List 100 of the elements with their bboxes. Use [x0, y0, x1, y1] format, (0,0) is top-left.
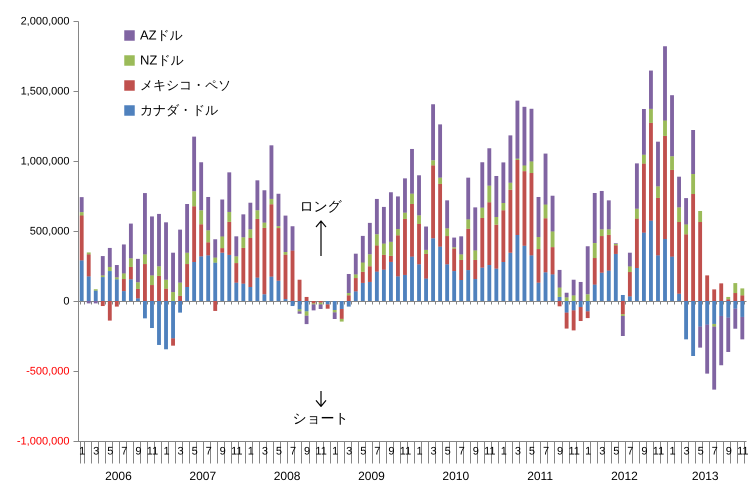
x-tick-label: 7 — [627, 446, 634, 458]
bar — [206, 196, 210, 230]
bar — [227, 222, 232, 255]
y-tick-label: 2,000,000 — [20, 16, 70, 28]
text: 2009 — [358, 469, 386, 483]
bar — [424, 226, 428, 250]
bar — [417, 215, 421, 224]
bar — [136, 282, 140, 289]
bar — [136, 288, 140, 298]
bar — [178, 296, 182, 301]
bar — [452, 271, 456, 301]
bar — [445, 200, 450, 228]
bar — [396, 196, 400, 230]
bar — [600, 236, 604, 273]
bar — [649, 220, 653, 301]
bar — [374, 246, 379, 272]
bar — [360, 272, 365, 283]
bar — [171, 338, 175, 346]
bar — [290, 250, 294, 301]
bar — [649, 122, 653, 221]
bar — [459, 280, 464, 301]
bar — [374, 198, 379, 234]
bar — [572, 295, 576, 301]
bar — [684, 301, 688, 340]
bar — [501, 203, 506, 210]
bar — [284, 216, 288, 252]
bar — [178, 301, 182, 313]
bar — [354, 254, 358, 274]
x-tick-label: 9 — [135, 446, 142, 458]
bar — [128, 224, 133, 258]
x-tick-label: 5 — [192, 446, 198, 458]
bar — [508, 190, 512, 253]
bar — [642, 154, 646, 164]
bar — [185, 252, 190, 264]
bar — [80, 215, 84, 260]
bar — [403, 178, 407, 213]
bar — [628, 266, 632, 272]
bar — [642, 109, 646, 155]
bar — [530, 161, 534, 174]
bar — [487, 202, 492, 266]
x-tick-label: 9 — [726, 446, 732, 458]
bar — [304, 301, 309, 312]
bar — [480, 268, 484, 301]
x-tick-label: 3 — [262, 446, 268, 458]
bar — [276, 228, 280, 281]
x-tick-label: 1 — [163, 446, 170, 458]
bar — [150, 275, 154, 286]
bar — [262, 294, 266, 301]
bar — [417, 224, 421, 264]
bar — [564, 312, 569, 329]
bar — [270, 145, 274, 199]
bar — [86, 276, 91, 301]
bar — [417, 264, 421, 301]
bar — [234, 263, 238, 283]
bar — [290, 301, 294, 306]
bar — [501, 162, 506, 203]
bar — [536, 196, 540, 238]
bar — [606, 200, 611, 230]
bar — [234, 236, 238, 256]
bar — [410, 256, 414, 301]
bar — [620, 316, 625, 336]
bar — [578, 301, 583, 308]
bar — [304, 296, 309, 301]
bar — [150, 216, 154, 276]
bar — [86, 254, 91, 276]
bar — [634, 268, 639, 301]
bar — [143, 264, 147, 301]
bar — [642, 232, 646, 301]
bar — [157, 266, 161, 276]
y-tick-label: 1,000,000 — [20, 156, 70, 168]
bar — [733, 308, 738, 329]
bar — [473, 260, 478, 280]
bar — [304, 316, 309, 324]
x-tick-label: 5 — [360, 446, 366, 458]
bar — [572, 301, 576, 310]
x-tick-label: 1 — [332, 446, 338, 458]
bar — [592, 284, 597, 301]
bar — [656, 142, 660, 186]
bar — [248, 287, 252, 301]
bar — [634, 163, 639, 209]
bar — [241, 284, 246, 301]
x-tick-label: 3 — [346, 446, 352, 458]
bar — [122, 244, 126, 274]
bar — [354, 278, 358, 292]
bar — [241, 237, 246, 248]
text: 2008 — [274, 469, 301, 483]
bar — [558, 288, 562, 297]
bar — [544, 272, 548, 301]
x-tick-label: 5 — [107, 446, 114, 458]
bar — [705, 275, 710, 301]
bar — [213, 258, 218, 263]
bar — [382, 244, 386, 255]
bar — [501, 262, 506, 301]
bar — [255, 218, 260, 278]
bar — [326, 304, 330, 309]
bar — [480, 162, 484, 208]
bar — [326, 301, 330, 304]
bar — [677, 222, 681, 294]
x-tick-label: 1 — [500, 446, 507, 458]
bar — [143, 301, 147, 318]
